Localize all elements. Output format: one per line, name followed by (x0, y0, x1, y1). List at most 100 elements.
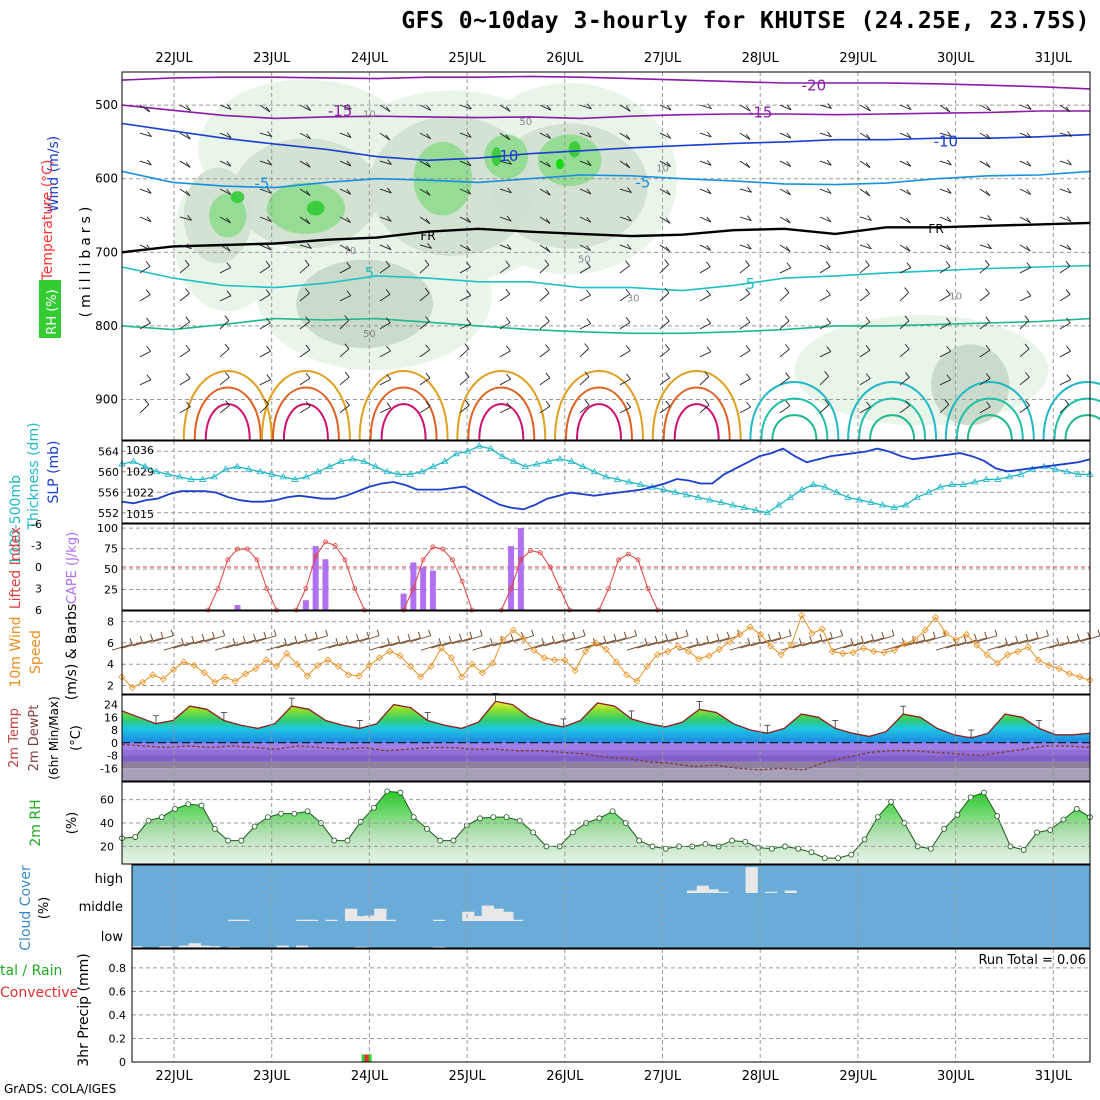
wind10-barb-flag (459, 633, 463, 641)
t2-label-b: 2m DewPt (27, 705, 42, 772)
wind-barb (619, 188, 632, 193)
wind-barb-flag (545, 218, 551, 224)
wind10-barb (575, 643, 596, 651)
wind10-marker (767, 642, 775, 650)
wind-barb-flag (704, 371, 710, 377)
wind10-marker (375, 654, 384, 662)
wind-barb (619, 265, 630, 274)
wind-barb-flag (386, 216, 392, 222)
thickness-marker (798, 485, 806, 493)
wind-barb (939, 216, 952, 223)
isotherm-loop (1053, 397, 1100, 441)
wind10-barb (461, 635, 483, 643)
rh2-marker (1047, 827, 1054, 833)
thickness-marker (452, 450, 460, 457)
isotherm-loop (966, 414, 1013, 441)
isotherm-loop (358, 370, 449, 441)
wind-barb-flag (146, 346, 152, 352)
thickness-line (121, 445, 1090, 514)
wind-barb (139, 322, 151, 330)
wind-barb (979, 104, 991, 112)
wind-barb (339, 216, 351, 224)
thickness-marker (487, 444, 495, 452)
wind-barb-flag (905, 246, 911, 252)
rh2-marker (636, 837, 643, 844)
wind-barb-flag (386, 402, 392, 408)
wind10-barb (554, 637, 575, 645)
cloud-frame (131, 864, 1091, 949)
wind10-barb-flag (242, 635, 246, 643)
wind-barb-flag (986, 133, 991, 140)
li-marker (420, 557, 426, 563)
wind10-barb (843, 641, 864, 649)
wind-barb (819, 404, 830, 414)
wind-barb (419, 188, 431, 196)
wind-barb (979, 293, 990, 302)
cloud-bar-high (765, 891, 778, 893)
wind-barb-flag (665, 246, 671, 252)
wind10-marker (581, 647, 589, 656)
wind10-marker (715, 645, 723, 653)
wind10-marker (190, 661, 198, 669)
wind-barb (859, 132, 871, 140)
wind10-barb (420, 643, 442, 651)
wind-barb-flag (824, 399, 830, 406)
wind-barb-flag (984, 259, 990, 266)
wind-barb-flag (1066, 374, 1072, 380)
wind10-marker (520, 635, 528, 643)
cloud-bar-low (227, 946, 240, 948)
wind-barb (219, 216, 231, 224)
wind10-marker (633, 677, 641, 685)
wind-barb (499, 132, 511, 141)
wind10-barb (740, 641, 761, 649)
wind-barb (499, 293, 511, 302)
wind-barb (419, 264, 430, 274)
wind-barb (299, 188, 311, 196)
wind-barb (179, 378, 191, 386)
wind10-label-a: 10m Wind (8, 616, 24, 687)
cloud-label-a: Cloud Cover (18, 865, 34, 951)
cloud-bar-middle (344, 908, 358, 921)
wind-barb (619, 406, 631, 414)
li-marker (235, 546, 240, 552)
wind-barb (939, 322, 951, 330)
slp-axis-label: SLP (mb) (46, 440, 62, 503)
wind-barb-flag (587, 103, 592, 110)
rh-shade (931, 344, 1010, 426)
wind-barb (699, 160, 712, 166)
wind10-barb (389, 639, 411, 647)
isotherm-loop (673, 403, 720, 441)
wind10-barb (657, 637, 678, 645)
wind-barb-flag (466, 160, 472, 167)
thickness-marker (867, 498, 875, 505)
wind10-marker (159, 675, 167, 683)
thickness-marker (348, 455, 357, 462)
wind10-marker (365, 661, 373, 669)
wind-barb-flag (626, 402, 632, 408)
wind-barb-flag (985, 190, 991, 197)
wind10-barb (770, 635, 792, 643)
wind10-barb-flag (366, 631, 370, 638)
wind-barb (1059, 379, 1071, 386)
wind-barb-flag (666, 189, 671, 196)
thickness-marker (775, 501, 783, 508)
wind-barb (1059, 265, 1071, 274)
li-marker (215, 586, 221, 591)
wind-y-tick: 8 (107, 616, 114, 629)
wind-barb (179, 104, 191, 112)
wind10-barb-flag (211, 631, 215, 638)
wind10-marker (798, 611, 806, 619)
wind-barb (579, 323, 591, 330)
wind-barb (539, 244, 551, 253)
wind10-barb (338, 639, 359, 647)
wind10-marker (1076, 673, 1084, 681)
wind-barb (259, 379, 271, 386)
top-date-label: 22JUL (155, 51, 193, 66)
wind10-barb (400, 637, 421, 645)
top-date-label: 24JUL (351, 51, 389, 66)
thickness-marker (740, 503, 748, 511)
wind-barb-flag (1067, 159, 1072, 166)
slp-y-tick: 1022 (126, 487, 154, 500)
wind-barb-flag (544, 287, 550, 294)
rh2-marker (397, 789, 404, 796)
